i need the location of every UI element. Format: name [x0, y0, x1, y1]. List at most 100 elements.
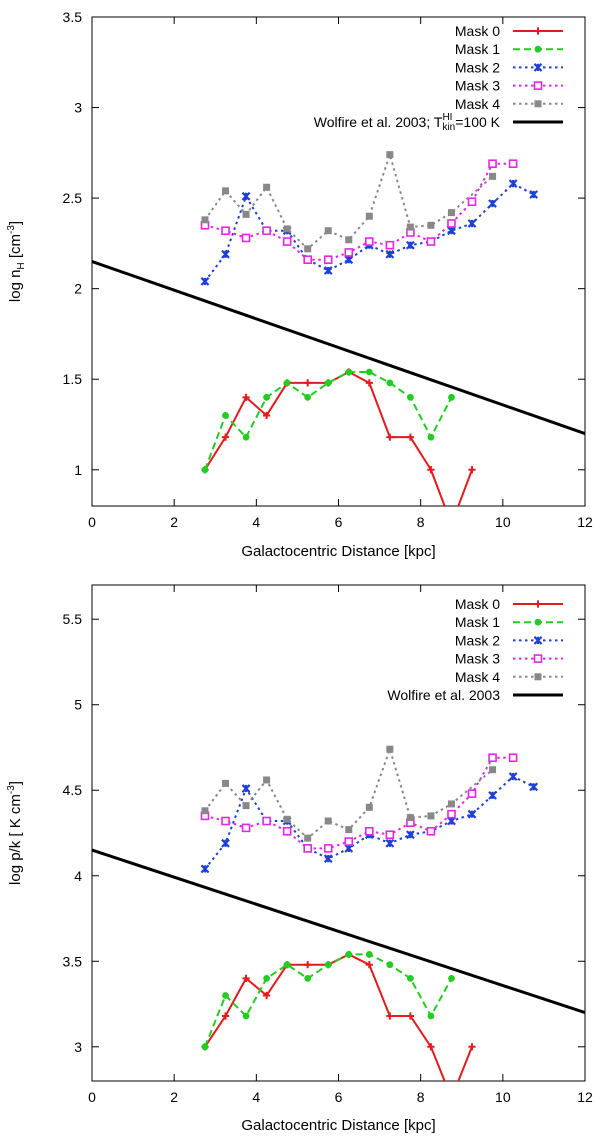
data-point: [386, 151, 394, 159]
data-point: [344, 844, 354, 853]
y-tick-label: 3.5: [63, 953, 83, 969]
data-point: [324, 379, 332, 387]
data-point: [448, 1095, 455, 1102]
y-tick-label: 4: [74, 868, 82, 884]
x-tick-label: 0: [88, 1089, 96, 1105]
plot-frame: [91, 584, 586, 1082]
data-point: [508, 159, 518, 168]
x-axis-title: Galactocentric Distance [kpc]: [241, 543, 435, 560]
data-point: [221, 226, 230, 236]
y-tick-label: 1.5: [63, 371, 83, 387]
series-line-5: [92, 848, 585, 1015]
data-point: [241, 784, 251, 793]
x-tick-label: 10: [495, 514, 511, 530]
data-point: [447, 219, 456, 228]
data-point: [200, 277, 210, 286]
data-point: [303, 255, 312, 264]
data-point: [386, 1012, 394, 1020]
data-point: [242, 433, 250, 441]
data-point: [427, 466, 435, 474]
x-tick-label: 0: [88, 514, 96, 530]
legend-label: Mask 2: [455, 59, 500, 75]
series-line-2: [204, 775, 535, 870]
data-point: [222, 992, 229, 999]
data-point: [304, 245, 312, 253]
chart-panel-pressure: 0 2 4 6 8 10 12 3 3.5 4 4.5 5 5.5 Galactocentric Dist…: [6, 584, 593, 1134]
x-tick-label: 8: [417, 514, 425, 530]
data-point: [242, 393, 250, 401]
data-point: [529, 782, 539, 792]
legend-label: Mask 4: [455, 96, 500, 112]
data-point: [468, 466, 476, 474]
data-point: [201, 216, 209, 224]
data-point: [467, 789, 477, 798]
data-point: [365, 379, 373, 387]
data-point: [201, 466, 209, 474]
legend-label: Mask 4: [455, 669, 500, 685]
legend-label: Mask 0: [455, 23, 500, 39]
data-point: [283, 225, 291, 233]
legend-label: Mask 3: [455, 651, 500, 667]
plot-area: [92, 151, 585, 528]
data-point: [406, 433, 414, 441]
data-point: [427, 812, 435, 820]
data-point: [201, 807, 209, 815]
data-point: [200, 864, 210, 874]
data-point: [263, 974, 271, 982]
data-point: [262, 816, 271, 826]
data-point: [406, 223, 414, 231]
legend-marker: [534, 618, 542, 626]
data-point: [344, 837, 354, 846]
legend-marker: [533, 63, 543, 72]
data-point: [489, 172, 497, 180]
data-point: [201, 1043, 209, 1051]
data-point: [447, 226, 456, 236]
data-point: [447, 809, 456, 819]
legend-label: Mask 0: [455, 596, 500, 612]
data-point: [448, 521, 455, 528]
legend-marker: [533, 636, 543, 645]
plot-area: [92, 745, 585, 1102]
data-point: [345, 236, 353, 244]
data-point: [241, 823, 251, 833]
series-line-5: [92, 260, 585, 435]
data-point: [447, 209, 455, 217]
legend-label: Wolfire et al. 2003: [387, 687, 500, 703]
data-point: [323, 255, 333, 264]
legend-label: Mask 3: [455, 78, 500, 94]
data-point: [365, 803, 373, 811]
legend-label: Wolfire et al. 2003; THI kin=100 K: [314, 112, 501, 133]
y-tick-label: 3: [74, 1039, 82, 1055]
x-tick-label: 12: [577, 514, 593, 530]
data-point: [489, 766, 497, 774]
data-point: [427, 1043, 435, 1051]
x-tick-label: 8: [417, 1089, 425, 1105]
data-point: [488, 199, 497, 208]
data-point: [406, 240, 415, 250]
data-point: [467, 219, 477, 228]
data-point: [304, 834, 312, 842]
data-point: [221, 838, 230, 848]
data-point: [283, 961, 291, 969]
legend-marker: [534, 100, 542, 108]
data-point: [385, 249, 395, 259]
data-point: [221, 433, 230, 441]
data-point: [303, 844, 312, 853]
data-point: [426, 237, 436, 246]
data-point: [242, 802, 250, 810]
x-tick-label: 6: [335, 514, 343, 530]
data-point: [283, 815, 291, 823]
data-point: [282, 237, 292, 246]
series-line-3: [204, 756, 514, 850]
data-point: [241, 191, 251, 201]
data-point: [467, 197, 477, 207]
data-point: [323, 266, 333, 275]
data-point: [263, 411, 271, 420]
y-tick-label: 2: [74, 281, 82, 297]
data-point: [385, 240, 395, 250]
data-point: [324, 961, 332, 969]
data-point: [386, 745, 394, 753]
legend-marker: [534, 45, 542, 53]
series-line-0: [204, 370, 473, 506]
data-point: [386, 433, 394, 441]
